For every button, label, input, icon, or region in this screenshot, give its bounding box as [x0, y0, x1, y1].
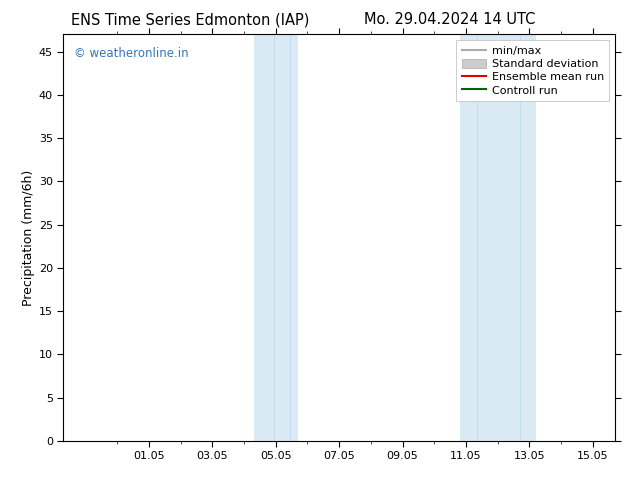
Text: © weatheronline.in: © weatheronline.in — [74, 47, 189, 59]
Bar — [254, 34, 298, 441]
Text: ENS Time Series Edmonton (IAP): ENS Time Series Edmonton (IAP) — [71, 12, 309, 27]
Text: Mo. 29.04.2024 14 UTC: Mo. 29.04.2024 14 UTC — [365, 12, 536, 27]
Legend: min/max, Standard deviation, Ensemble mean run, Controll run: min/max, Standard deviation, Ensemble me… — [456, 40, 609, 101]
Y-axis label: Precipitation (mm/6h): Precipitation (mm/6h) — [22, 170, 35, 306]
Bar — [460, 34, 536, 441]
